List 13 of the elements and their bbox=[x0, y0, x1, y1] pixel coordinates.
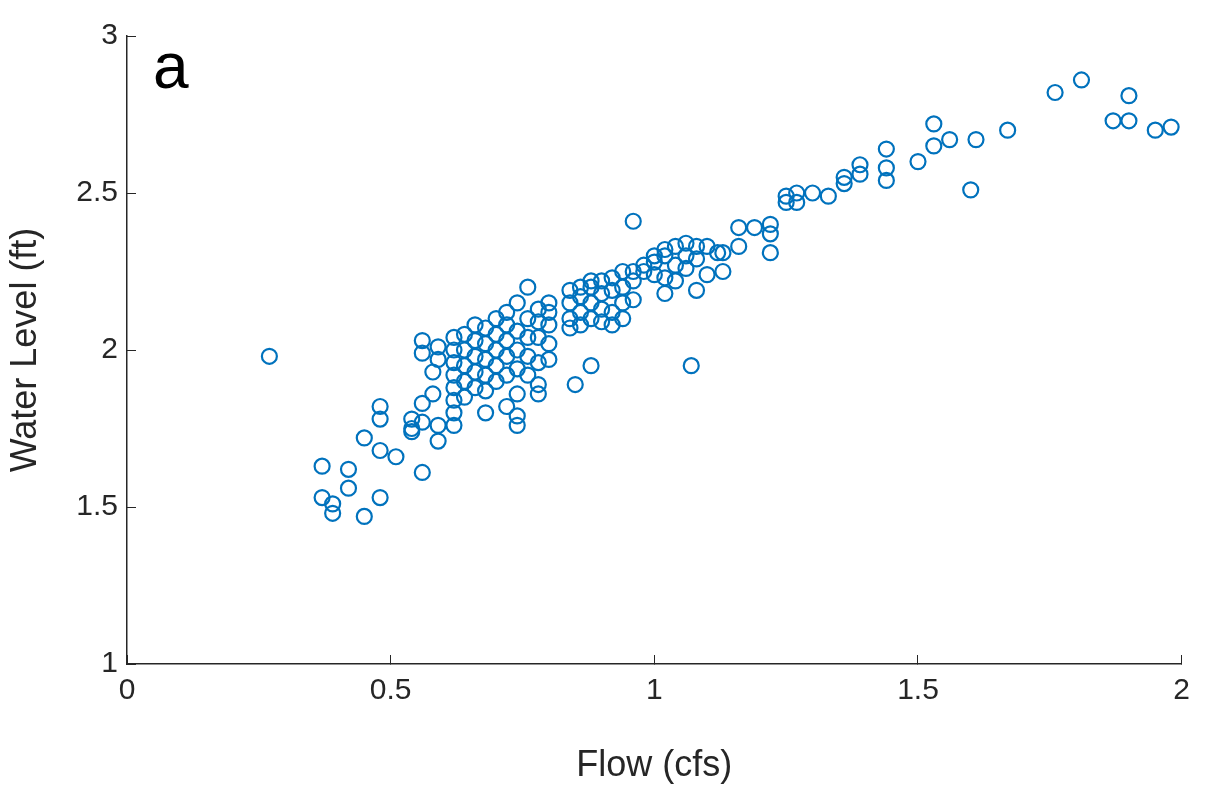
y-axis-title: Water Level (ft) bbox=[2, 227, 44, 473]
x-axis-title: Flow (cfs) bbox=[576, 743, 733, 785]
y-tick-label: 3 bbox=[101, 17, 118, 51]
x-tick-label: 0 bbox=[118, 672, 136, 706]
annotation: a bbox=[153, 29, 189, 102]
y-tick-label: 1.5 bbox=[76, 488, 118, 522]
x-tick-label: 1.5 bbox=[897, 672, 939, 706]
x-tick-label: 2 bbox=[1173, 672, 1190, 706]
y-tick-label: 1 bbox=[101, 645, 118, 679]
y-tick-label: 2.5 bbox=[76, 174, 118, 208]
x-tick-label: 0.5 bbox=[369, 672, 412, 706]
x-tick-label: 1 bbox=[645, 672, 663, 706]
y-tick-label: 2 bbox=[101, 331, 118, 365]
